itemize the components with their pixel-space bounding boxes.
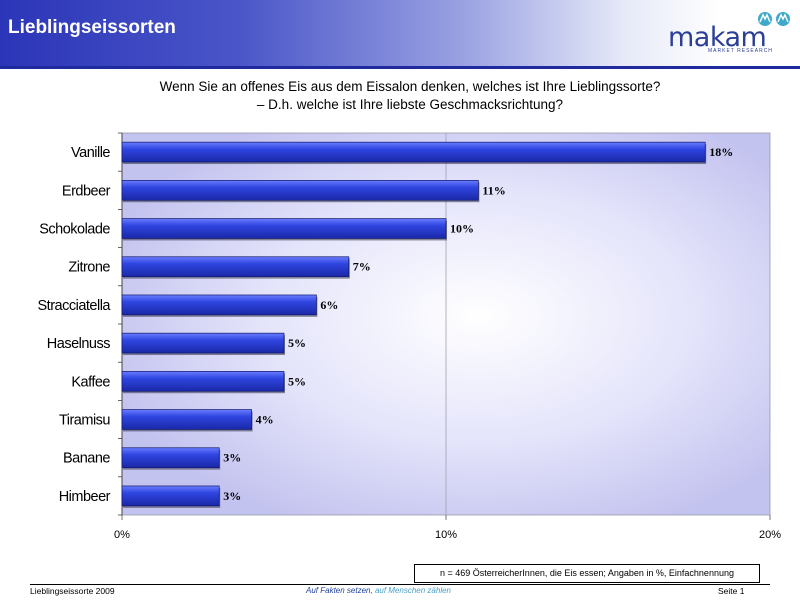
category-label: Himbeer [59, 489, 111, 505]
header-divider [0, 66, 800, 69]
footer-page-number: Seite 1 [718, 586, 745, 596]
bar [121, 447, 220, 468]
bar [121, 141, 706, 163]
footer-slogan: Auf Fakten setzen, auf Menschen zählen [306, 586, 451, 595]
bar [121, 409, 252, 430]
value-label: 10% [450, 222, 474, 236]
page-title: Lieblingseissorten [8, 17, 176, 38]
bar [121, 371, 285, 392]
category-label: Vanille [71, 145, 110, 161]
value-label: 6% [320, 298, 338, 312]
sample-note: n = 469 ÖsterreicherInnen, die Eis essen… [414, 564, 760, 583]
value-label: 4% [256, 413, 274, 427]
category-label: Kaffee [71, 374, 110, 390]
footer-slogan-part2: auf Menschen zählen [374, 586, 451, 595]
question-line-2: – D.h. welche ist Ihre liebste Geschmack… [256, 97, 564, 112]
value-label: 5% [288, 336, 306, 350]
logo-subtitle: MARKET RESEARCH [708, 48, 773, 54]
category-label: Banane [63, 451, 110, 467]
bar [121, 218, 447, 239]
category-label: Haselnuss [47, 336, 110, 352]
category-label: Schokolade [39, 222, 110, 238]
bar [121, 332, 285, 354]
category-label: Zitrone [68, 260, 110, 276]
footer-divider [30, 584, 770, 585]
value-label: 7% [353, 260, 371, 274]
value-label: 5% [288, 374, 306, 388]
x-tick-label: 10% [435, 529, 457, 541]
category-label: Tiramisu [59, 413, 110, 429]
logo-icon [758, 12, 790, 26]
value-label: 3% [223, 489, 241, 503]
x-tick-label: 0% [114, 529, 130, 541]
x-tick-label: 20% [759, 529, 781, 541]
logo-wordmark: makam [668, 22, 767, 53]
category-label: Erdbeer [62, 183, 111, 199]
makam-logo: makam MARKET RESEARCH [668, 10, 794, 56]
survey-question: Wenn Sie an offenes Eis aus dem Eissalon… [60, 78, 760, 114]
bar [121, 256, 350, 277]
footer-left-text: Lieblingseissorte 2009 [30, 586, 115, 596]
footer-slogan-part1: Auf Fakten setzen, [306, 586, 375, 595]
question-line-1: Wenn Sie an offenes Eis aus dem Eissalon… [159, 79, 661, 94]
bar [121, 485, 220, 507]
bar [121, 180, 479, 201]
value-label: 18% [709, 145, 733, 159]
bar [121, 294, 317, 316]
value-label: 11% [482, 183, 505, 197]
category-label: Stracciatella [38, 298, 112, 314]
header-bar [0, 0, 800, 68]
value-label: 3% [223, 451, 241, 465]
